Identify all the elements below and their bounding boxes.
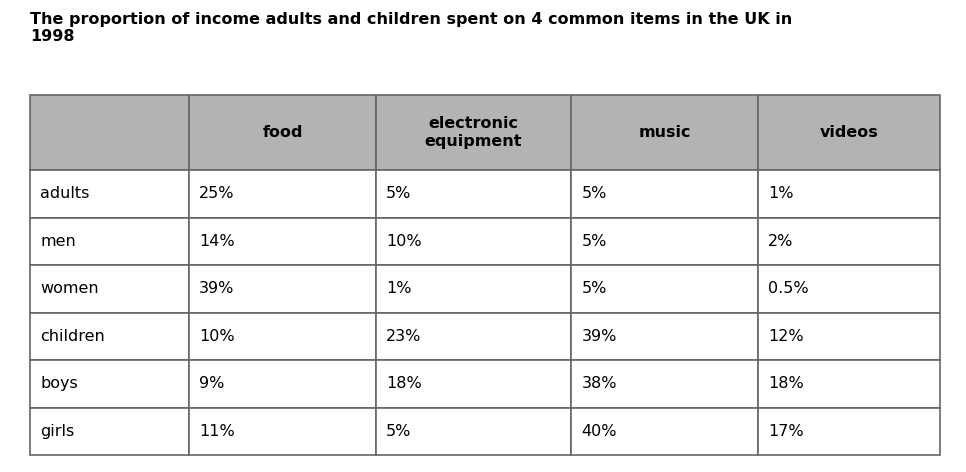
Text: electronic
equipment: electronic equipment bbox=[425, 116, 523, 149]
Bar bbox=[572, 312, 758, 360]
Bar bbox=[189, 407, 376, 455]
Bar bbox=[758, 170, 940, 218]
Bar bbox=[189, 312, 376, 360]
Text: 0.5%: 0.5% bbox=[768, 281, 809, 296]
Text: 5%: 5% bbox=[582, 281, 607, 296]
Bar bbox=[572, 407, 758, 455]
Text: 18%: 18% bbox=[768, 376, 804, 391]
Bar bbox=[376, 360, 572, 407]
Bar bbox=[30, 265, 189, 312]
Text: videos: videos bbox=[819, 125, 878, 140]
Bar bbox=[376, 265, 572, 312]
Text: music: music bbox=[639, 125, 691, 140]
Text: 40%: 40% bbox=[582, 424, 617, 439]
Bar bbox=[189, 360, 376, 407]
Text: 38%: 38% bbox=[582, 376, 617, 391]
Text: 18%: 18% bbox=[385, 376, 421, 391]
Bar bbox=[758, 218, 940, 265]
Text: boys: boys bbox=[40, 376, 77, 391]
Text: 5%: 5% bbox=[582, 234, 607, 249]
Text: 1%: 1% bbox=[385, 281, 412, 296]
Text: 39%: 39% bbox=[582, 329, 617, 344]
Bar bbox=[572, 265, 758, 312]
Bar bbox=[572, 95, 758, 170]
Bar bbox=[30, 407, 189, 455]
Text: 1%: 1% bbox=[768, 186, 793, 201]
Text: 14%: 14% bbox=[199, 234, 235, 249]
Text: 9%: 9% bbox=[199, 376, 225, 391]
Bar bbox=[572, 360, 758, 407]
Bar bbox=[30, 360, 189, 407]
Text: girls: girls bbox=[40, 424, 74, 439]
Text: 5%: 5% bbox=[385, 186, 412, 201]
Bar bbox=[758, 312, 940, 360]
Text: 12%: 12% bbox=[768, 329, 804, 344]
Text: 17%: 17% bbox=[768, 424, 804, 439]
Text: 10%: 10% bbox=[385, 234, 421, 249]
Text: 11%: 11% bbox=[199, 424, 235, 439]
Text: The proportion of income adults and children spent on 4 common items in the UK i: The proportion of income adults and chil… bbox=[30, 12, 792, 44]
Bar bbox=[758, 360, 940, 407]
Bar bbox=[572, 218, 758, 265]
Text: 2%: 2% bbox=[768, 234, 793, 249]
Text: adults: adults bbox=[40, 186, 90, 201]
Text: men: men bbox=[40, 234, 75, 249]
Text: children: children bbox=[40, 329, 104, 344]
Bar bbox=[758, 407, 940, 455]
Bar bbox=[376, 170, 572, 218]
Text: 39%: 39% bbox=[199, 281, 235, 296]
Bar bbox=[376, 218, 572, 265]
Bar bbox=[189, 170, 376, 218]
Bar bbox=[30, 218, 189, 265]
Text: women: women bbox=[40, 281, 99, 296]
Bar bbox=[30, 170, 189, 218]
Bar bbox=[189, 265, 376, 312]
Bar bbox=[189, 218, 376, 265]
Bar bbox=[376, 407, 572, 455]
Text: 10%: 10% bbox=[199, 329, 235, 344]
Text: 5%: 5% bbox=[385, 424, 412, 439]
Text: 5%: 5% bbox=[582, 186, 607, 201]
Bar bbox=[376, 312, 572, 360]
Text: 23%: 23% bbox=[385, 329, 421, 344]
Bar bbox=[758, 265, 940, 312]
Text: food: food bbox=[263, 125, 302, 140]
Bar bbox=[572, 170, 758, 218]
Bar bbox=[30, 312, 189, 360]
Bar bbox=[376, 95, 572, 170]
Text: 25%: 25% bbox=[199, 186, 235, 201]
Bar bbox=[189, 95, 376, 170]
Bar bbox=[30, 95, 189, 170]
Bar bbox=[758, 95, 940, 170]
